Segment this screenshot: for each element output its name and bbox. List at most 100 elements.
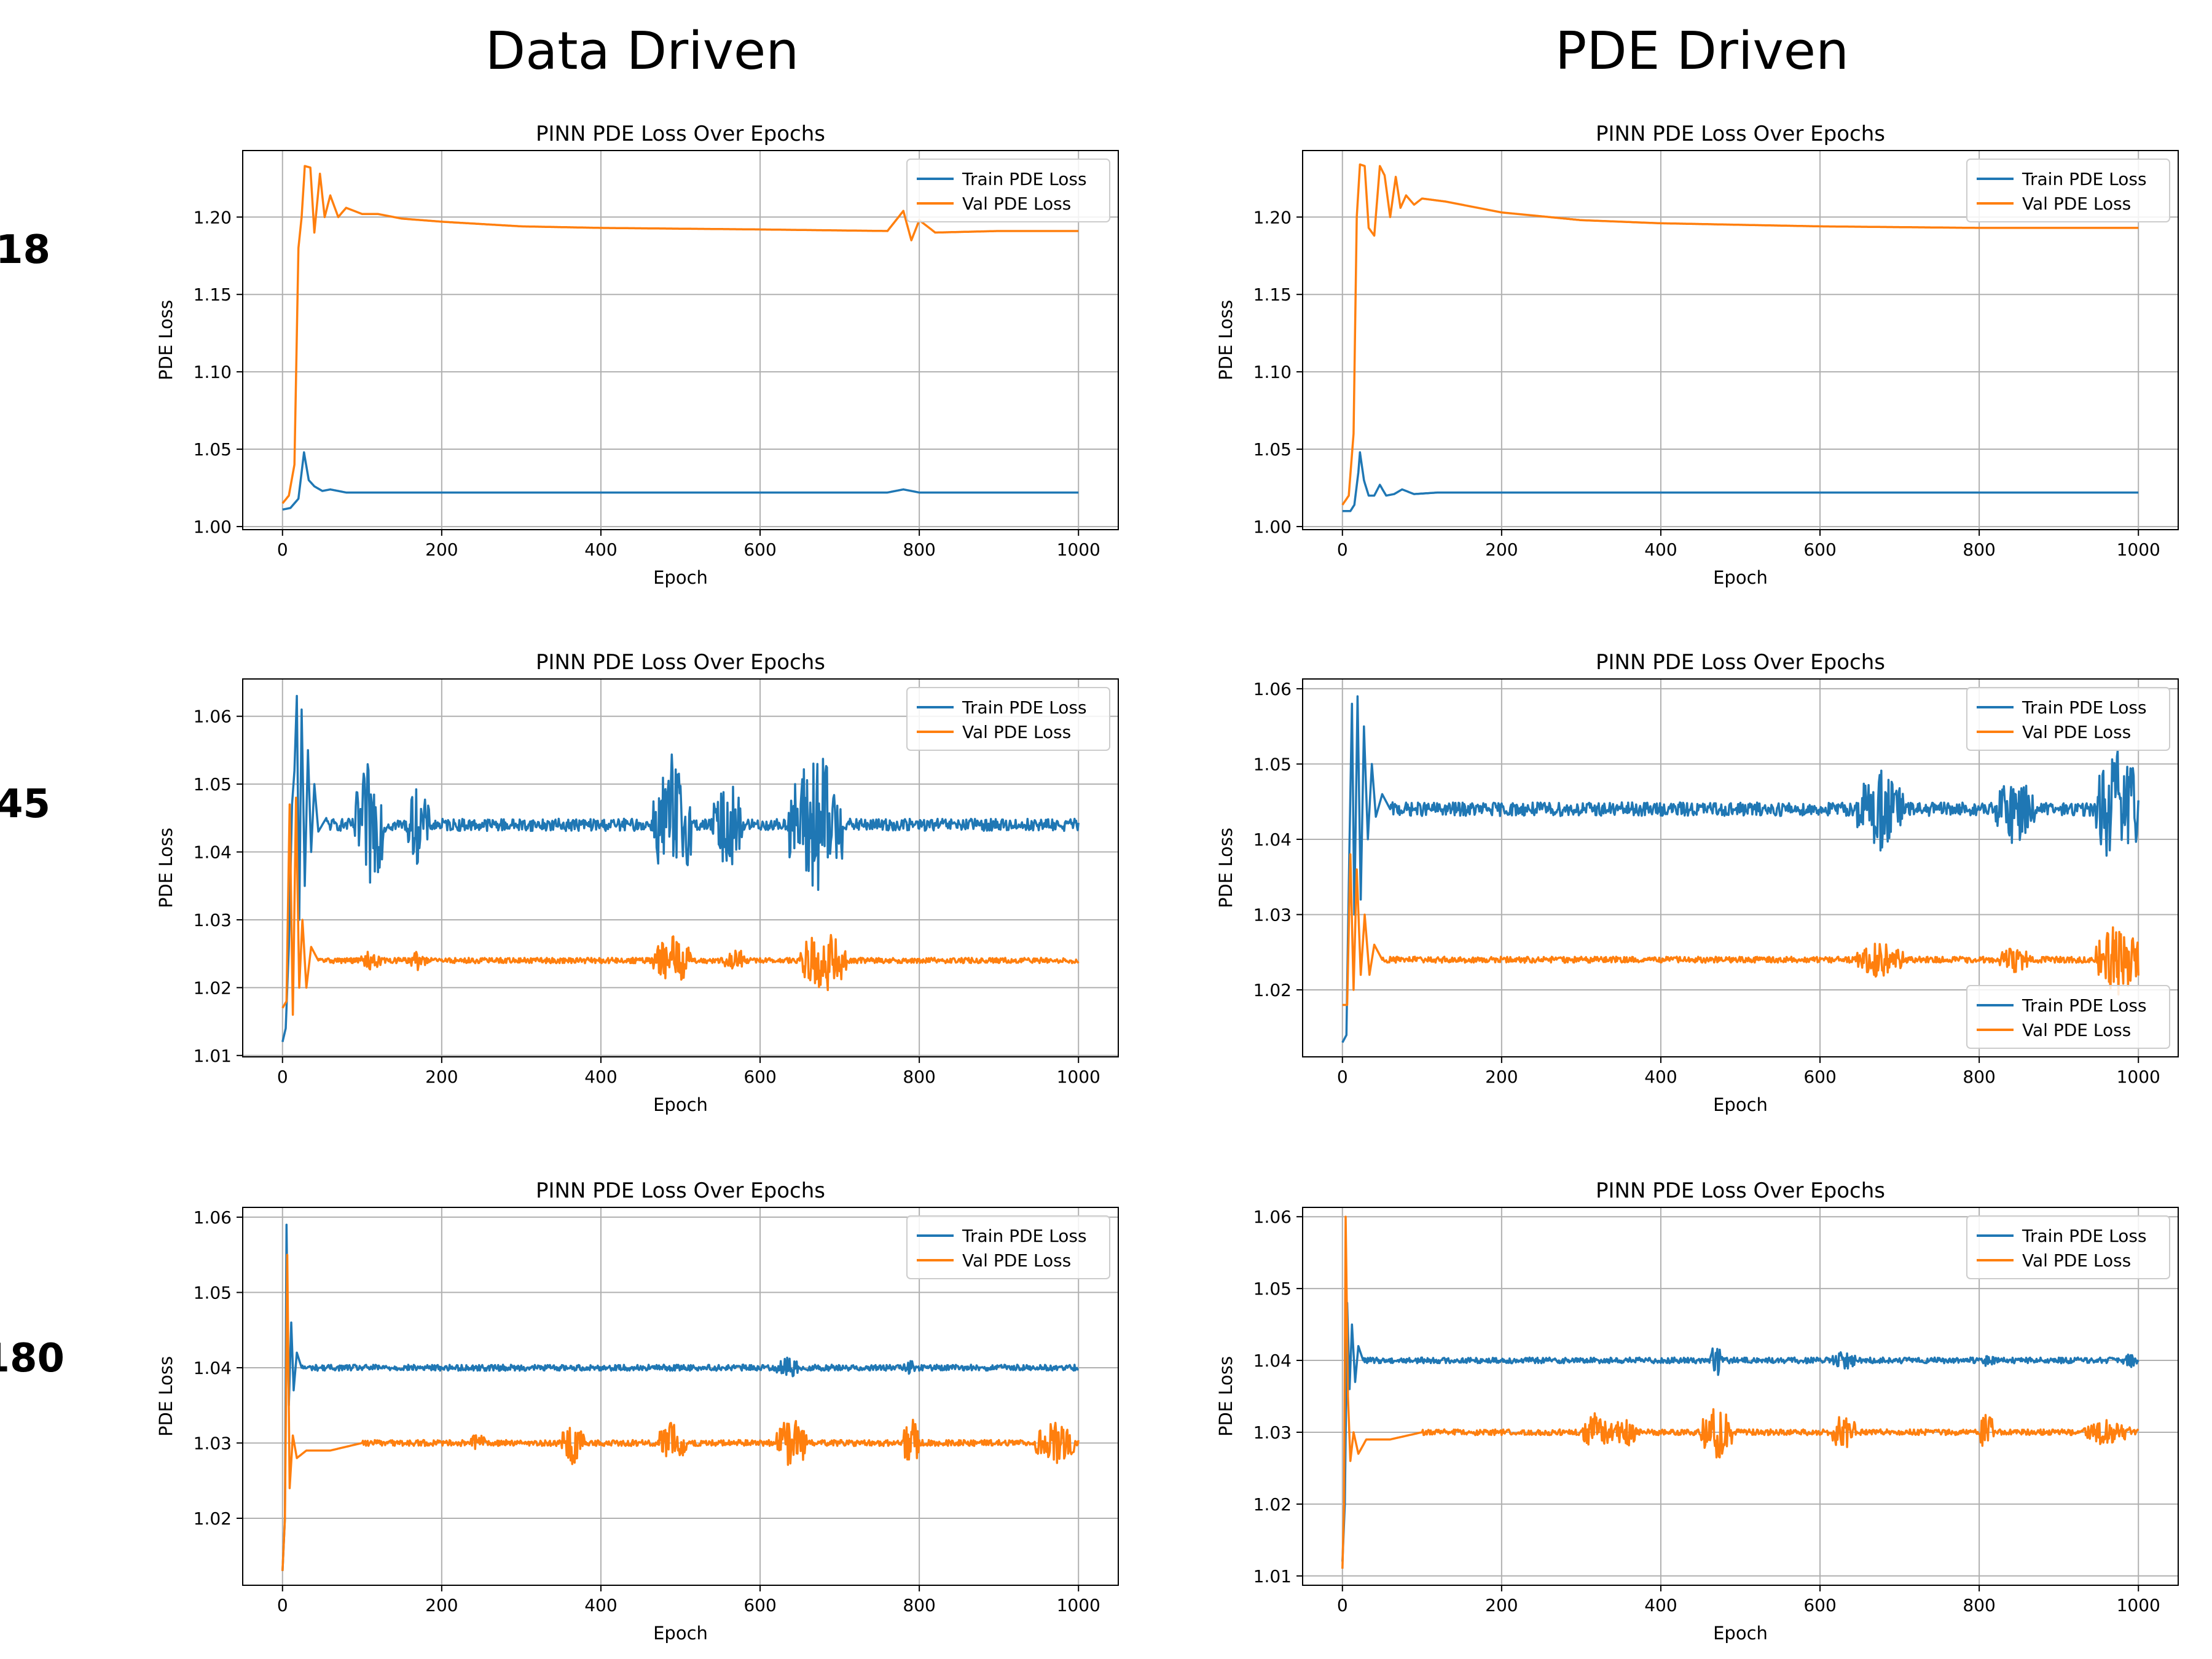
- chart-panel: 0 200 400 600 800 1000 1.02 1.03 1.04 1.05 1.06 PIN…: [155, 1179, 1119, 1644]
- legend-label: Train PDE Loss: [2022, 1226, 2147, 1246]
- x-axis-label: Epoch: [653, 1623, 708, 1644]
- x-tick-label: 800: [1963, 539, 1995, 560]
- legend: Train PDE Loss Val PDE Loss: [906, 159, 1110, 222]
- y-tick-label: 1.15: [1253, 284, 1292, 305]
- y-tick-label: 1.15: [194, 284, 232, 305]
- x-tick-label: 800: [903, 539, 935, 560]
- legend-label: Val PDE Loss: [2022, 722, 2131, 742]
- x-tick-label: 1000: [1057, 539, 1100, 560]
- x-tick-label: 600: [743, 1595, 776, 1615]
- series-line-train: [1342, 451, 2139, 512]
- series-line-val: [281, 1253, 1080, 1571]
- x-tick-label: 400: [1644, 539, 1677, 560]
- x-tick-label: 0: [1337, 1595, 1348, 1615]
- y-tick-label: 1.02: [194, 1508, 232, 1529]
- legend-label: Train PDE Loss: [962, 169, 1087, 189]
- legend: Train PDE Loss Val PDE Loss: [1966, 1215, 2170, 1279]
- x-tick-label: 400: [584, 539, 617, 560]
- y-tick-label: 1.02: [1253, 980, 1292, 1000]
- legend-box: [1966, 1215, 2170, 1279]
- axes-frame: [1302, 1207, 2179, 1586]
- y-tick-label: 1.03: [194, 1433, 232, 1453]
- y-tick-label: 1.06: [194, 707, 232, 727]
- y-axis-label: PDE Loss: [1215, 1356, 1236, 1437]
- column-title-pde-driven: PDE Driven: [1555, 21, 1849, 82]
- y-tick-label: 1.02: [1253, 1494, 1292, 1515]
- legend-label: Val PDE Loss: [2022, 1250, 2131, 1271]
- chart-title: PINN PDE Loss Over Epochs: [1596, 1179, 1885, 1203]
- x-tick-label: 0: [277, 539, 288, 560]
- legend-label: Val PDE Loss: [962, 722, 1071, 742]
- x-axis-label: Epoch: [1713, 1623, 1768, 1644]
- y-tick-label: 1.03: [1253, 1422, 1292, 1443]
- x-tick-label: 600: [743, 1067, 776, 1087]
- x-tick-label: 1000: [2117, 1067, 2160, 1087]
- y-axis-label: PDE Loss: [155, 1356, 176, 1437]
- y-tick-label: 1.04: [194, 1358, 232, 1378]
- x-tick-label: 0: [277, 1067, 288, 1087]
- y-tick-label: 1.05: [194, 1282, 232, 1303]
- x-tick-label: 200: [1485, 1595, 1518, 1615]
- legend: Train PDE Loss Val PDE Loss: [906, 687, 1110, 751]
- y-tick-label: 1.02: [194, 978, 232, 998]
- chart-title: PINN PDE Loss Over Epochs: [536, 122, 825, 146]
- legend-label: Train PDE Loss: [2022, 697, 2147, 718]
- chart-title: PINN PDE Loss Over Epochs: [1596, 122, 1885, 146]
- row-label-3: 180: [0, 1336, 65, 1381]
- x-axis-label: Epoch: [1713, 567, 1768, 588]
- x-tick-label: 400: [1644, 1595, 1677, 1615]
- y-tick-label: 1.04: [1253, 830, 1292, 850]
- row-label-1: 18: [0, 227, 50, 273]
- chart-title: PINN PDE Loss Over Epochs: [536, 650, 825, 675]
- y-tick-label: 1.01: [194, 1046, 232, 1066]
- legend-box: [1966, 159, 2170, 222]
- x-tick-label: 0: [1337, 539, 1348, 560]
- x-tick-label: 200: [1485, 539, 1518, 560]
- x-tick-label: 1000: [1057, 1067, 1100, 1087]
- y-tick-label: 1.04: [1253, 1351, 1292, 1371]
- y-axis-label: PDE Loss: [1215, 300, 1236, 380]
- y-axis-label: PDE Loss: [155, 828, 176, 908]
- y-axis-label: PDE Loss: [155, 300, 176, 380]
- y-tick-label: 1.05: [194, 774, 232, 794]
- x-tick-label: 400: [584, 1595, 617, 1615]
- chart-panel: 0 200 400 600 800 1000 1.01 1.02 1.03 1.04 1.05 1.0…: [1215, 1179, 2179, 1644]
- x-tick-label: 800: [1963, 1067, 1995, 1087]
- x-tick-label: 600: [1803, 1595, 1836, 1615]
- y-tick-label: 1.00: [1253, 517, 1292, 537]
- y-tick-label: 1.03: [1253, 904, 1292, 925]
- x-tick-label: 200: [425, 1595, 458, 1615]
- legend-label: Train PDE Loss: [2022, 995, 2147, 1016]
- y-tick-label: 1.20: [194, 207, 232, 227]
- axes-frame: [242, 678, 1119, 1057]
- series-line-train: [282, 451, 1079, 511]
- y-tick-label: 1.06: [194, 1207, 232, 1228]
- x-tick-label: 600: [1803, 1067, 1836, 1087]
- legend-label: Val PDE Loss: [962, 1250, 1071, 1271]
- chart-panel: 0 200 400 600 800 1000 1.02 1.03 1.04 1.05 1.06 PIN…: [1215, 650, 2179, 1115]
- chart-panel: 0 200 400 600 800 1000 1.00 1.05 1.10 1.15 1.20 PIN…: [155, 122, 1119, 588]
- x-tick-label: 1000: [2117, 539, 2160, 560]
- series-line-train: [281, 1223, 1079, 1571]
- chart-title: PINN PDE Loss Over Epochs: [536, 1179, 825, 1203]
- axes-frame: [242, 1207, 1119, 1586]
- series-line-val: [281, 796, 1080, 1016]
- x-tick-label: 0: [1337, 1067, 1348, 1087]
- y-tick-label: 1.20: [1253, 207, 1292, 227]
- legend-label: Train PDE Loss: [2022, 169, 2147, 189]
- x-tick-label: 400: [584, 1067, 617, 1087]
- x-tick-label: 400: [1644, 1067, 1677, 1087]
- legend: Train PDE Loss Val PDE Loss: [1966, 687, 2170, 751]
- x-tick-label: 800: [903, 1595, 935, 1615]
- legend: Train PDE Loss Val PDE Loss: [1966, 985, 2170, 1049]
- x-tick-label: 200: [425, 539, 458, 560]
- legend-label: Val PDE Loss: [2022, 1020, 2131, 1040]
- y-tick-label: 1.04: [194, 842, 232, 863]
- axes-frame: [1302, 678, 2179, 1057]
- legend-box: [906, 1215, 1110, 1279]
- series-line-val: [1341, 163, 2139, 506]
- x-tick-label: 600: [743, 539, 776, 560]
- chart-panel: 0 200 400 600 800 1000 1.00 1.05 1.10 1.15 1.20 PIN…: [1215, 122, 2179, 588]
- legend-label: Val PDE Loss: [962, 194, 1071, 214]
- series-line-val: [1341, 1215, 2139, 1569]
